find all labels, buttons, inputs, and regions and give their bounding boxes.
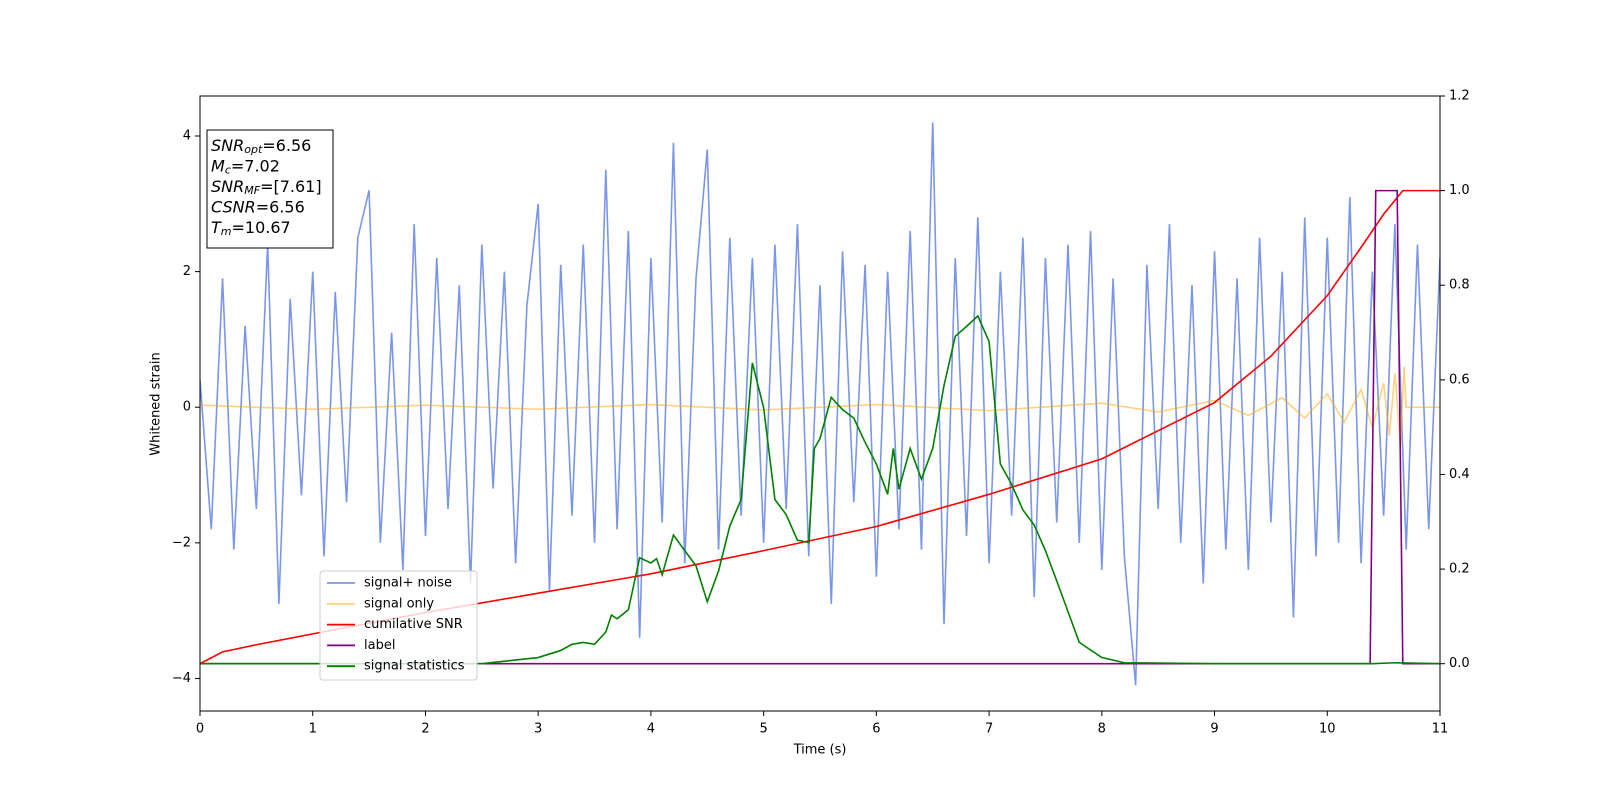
y2-tick-label: 1.0 <box>1449 183 1470 198</box>
annotation-main: SNR <box>211 177 244 196</box>
x-tick-label: 4 <box>647 722 655 737</box>
series-line <box>200 122 1440 686</box>
annotation: Tm=10.67 <box>211 218 291 239</box>
annotation-main: SNR <box>211 136 244 155</box>
legend: signal+ noise signal only cumilative SNR la… <box>319 570 478 681</box>
annotation-main: T <box>211 218 222 237</box>
series-line <box>200 189 1440 665</box>
y-tick-label: −2 <box>172 535 191 550</box>
x-tick-label: 9 <box>1210 722 1218 737</box>
series-line <box>200 314 1440 665</box>
x-tick-label: 11 <box>1432 722 1449 737</box>
y-tick-label: −4 <box>172 671 191 686</box>
x-tick-label: 5 <box>759 722 767 737</box>
legend-label: signal+ noise <box>364 576 452 591</box>
annotation-sub: c <box>225 164 231 177</box>
x-tick-label: 6 <box>872 722 880 737</box>
annotation: SNRopt=6.56 <box>211 136 311 157</box>
y2-tick-label: 0.2 <box>1449 562 1470 577</box>
x-tick-label: 0 <box>196 722 204 737</box>
annotation-rest: =[7.61] <box>260 177 322 196</box>
x-tick-label: 10 <box>1319 722 1336 737</box>
annotation-main: M <box>211 156 225 175</box>
annotation-sub: opt <box>244 143 263 156</box>
plot-frame <box>199 95 1441 712</box>
y2-tick-label: 1.2 <box>1449 89 1470 104</box>
legend-label: signal statistics <box>364 659 465 674</box>
annotation-main: CSNR <box>211 197 256 216</box>
y2-tick-label: 0.0 <box>1449 656 1470 671</box>
annotation-rest: =6.56 <box>262 136 311 155</box>
annotation-box: SNRopt=6.56Mc=7.02SNRMF=[7.61]CSNR=6.56T… <box>206 129 334 249</box>
x-tick-label: 8 <box>1098 722 1106 737</box>
y-tick-label: 2 <box>183 264 191 279</box>
annotation-rest: =7.02 <box>231 156 280 175</box>
annotation: CSNR=6.56 <box>211 197 305 216</box>
series-line <box>200 366 1440 448</box>
y-axis-label: Whitened strain <box>149 352 164 455</box>
y2-tick-label: 0.6 <box>1449 372 1470 387</box>
y-tick-label: 0 <box>183 400 191 415</box>
x-tick-label: 1 <box>309 722 317 737</box>
legend-label: cumilative SNR <box>364 617 463 632</box>
annotation: Mc=7.02 <box>211 156 280 177</box>
y2-tick-label: 0.4 <box>1449 467 1470 482</box>
annotation-sub: m <box>221 225 232 238</box>
annotation: SNRMF=[7.61] <box>211 177 322 198</box>
y2-tick-label: 0.8 <box>1449 278 1470 293</box>
y-tick-label: 4 <box>183 129 191 144</box>
legend-label: label <box>364 638 395 653</box>
annotation-rest: =6.56 <box>256 197 305 216</box>
x-tick-label: 2 <box>421 722 429 737</box>
annotation-rest: =10.67 <box>232 218 291 237</box>
legend-frame <box>319 570 478 681</box>
annotation-frame <box>206 129 334 249</box>
x-axis-label: Time (s) <box>793 743 847 758</box>
annotation-sub: MF <box>244 184 260 197</box>
x-tick-label: 3 <box>534 722 542 737</box>
legend-label: signal only <box>364 596 434 611</box>
x-tick-label: 7 <box>985 722 993 737</box>
